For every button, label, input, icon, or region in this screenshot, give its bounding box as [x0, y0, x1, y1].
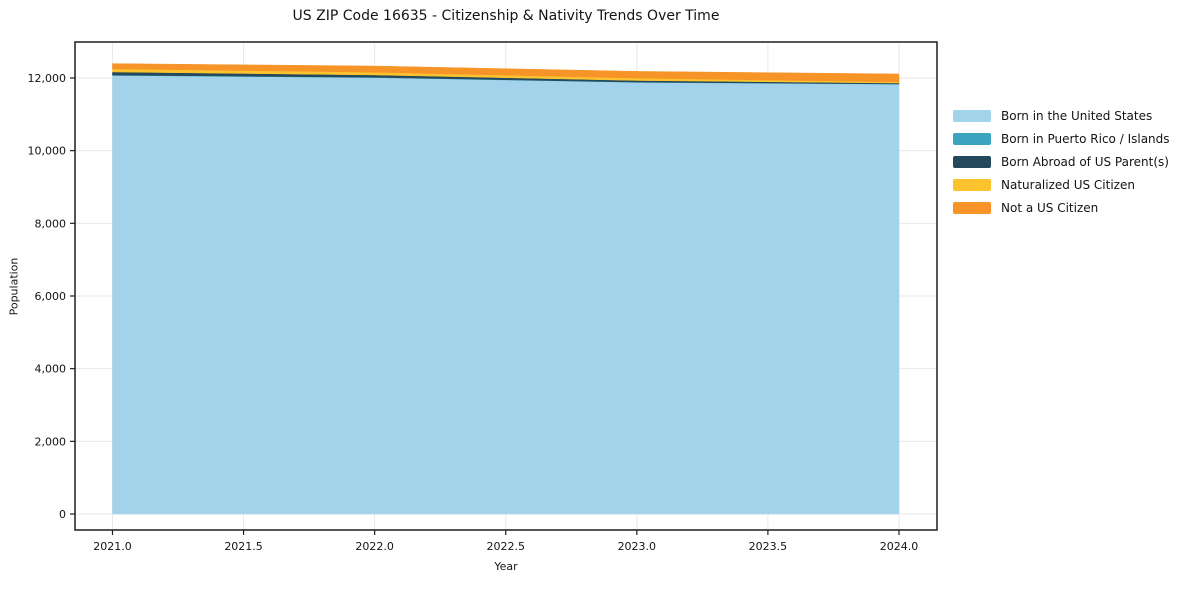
legend-item: Naturalized US Citizen	[953, 173, 1170, 196]
legend-swatch-icon	[953, 201, 991, 214]
y-axis-label: Population	[7, 257, 21, 316]
svg-text:10,000: 10,000	[28, 145, 67, 158]
svg-text:2022.5: 2022.5	[486, 540, 525, 553]
x-axis-label: Year	[494, 560, 518, 573]
legend-item: Not a US Citizen	[953, 196, 1170, 219]
legend: Born in the United States Born in Puerto…	[953, 104, 1170, 219]
legend-item: Born in the United States	[953, 104, 1170, 127]
svg-text:8,000: 8,000	[35, 217, 67, 230]
legend-swatch-icon	[953, 155, 991, 168]
legend-label: Born Abroad of US Parent(s)	[1001, 154, 1169, 169]
legend-label: Born in the United States	[1001, 108, 1153, 123]
svg-text:2024.0: 2024.0	[880, 540, 919, 553]
legend-item: Born Abroad of US Parent(s)	[953, 150, 1170, 173]
legend-label: Naturalized US Citizen	[1001, 177, 1135, 192]
legend-item: Born in Puerto Rico / Islands	[953, 127, 1170, 150]
svg-text:2023.5: 2023.5	[749, 540, 788, 553]
legend-swatch-icon	[953, 132, 991, 145]
chart-title: US ZIP Code 16635 - Citizenship & Nativi…	[292, 8, 720, 24]
legend-swatch-icon	[953, 178, 991, 191]
svg-text:2021.0: 2021.0	[93, 540, 132, 553]
svg-text:2021.5: 2021.5	[224, 540, 263, 553]
svg-text:2023.0: 2023.0	[618, 540, 657, 553]
svg-text:2,000: 2,000	[35, 435, 67, 448]
svg-text:0: 0	[59, 508, 66, 521]
svg-text:2022.0: 2022.0	[355, 540, 394, 553]
svg-text:4,000: 4,000	[35, 363, 67, 376]
legend-swatch-icon	[953, 109, 991, 122]
svg-text:12,000: 12,000	[28, 72, 67, 85]
legend-label: Not a US Citizen	[1001, 200, 1099, 215]
svg-text:6,000: 6,000	[35, 290, 67, 303]
legend-label: Born in Puerto Rico / Islands	[1001, 131, 1170, 146]
